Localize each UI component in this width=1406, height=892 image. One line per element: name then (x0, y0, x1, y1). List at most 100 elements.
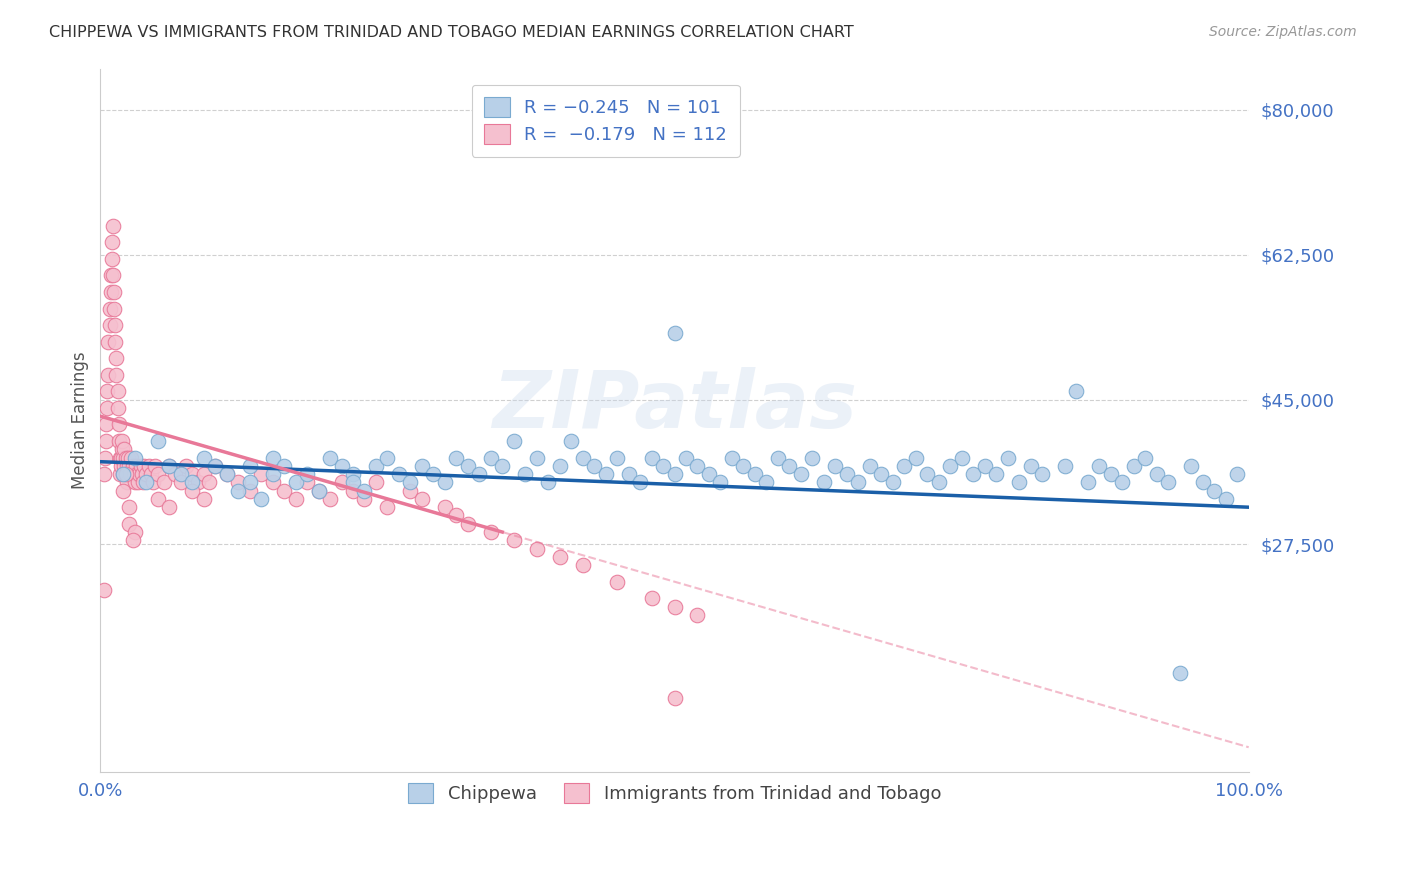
Point (686, 607, 709, 622)
Point (198, 475, 221, 490)
Point (1157, 475, 1180, 490)
Point (111, 434, 134, 448)
Point (377, 450, 399, 465)
Point (859, 458, 882, 473)
Point (640, 450, 662, 465)
Point (108, 467, 131, 482)
Point (571, 450, 593, 465)
Point (103, 285, 125, 299)
Point (308, 483, 330, 498)
Point (813, 475, 835, 490)
Point (1204, 483, 1226, 498)
Point (239, 458, 262, 473)
Point (628, 475, 651, 490)
Point (127, 475, 149, 490)
Point (537, 475, 560, 490)
Legend: Chippewa, Immigrants from Trinidad and Tobago: Chippewa, Immigrants from Trinidad and T… (395, 771, 953, 816)
Point (118, 516, 141, 531)
Point (105, 351, 128, 366)
Point (135, 475, 157, 490)
Point (114, 450, 136, 465)
Point (295, 475, 318, 490)
Point (1031, 467, 1053, 482)
Point (98, 301, 121, 316)
Point (342, 467, 364, 482)
Point (98, 318, 121, 332)
Point (145, 458, 167, 473)
Point (606, 574, 628, 589)
Point (121, 533, 143, 548)
Point (560, 434, 582, 448)
Point (129, 458, 152, 473)
Point (526, 541, 548, 556)
Point (262, 450, 284, 465)
Point (766, 450, 789, 465)
Point (870, 467, 893, 482)
Point (111, 442, 134, 457)
Point (664, 326, 686, 341)
Point (118, 458, 141, 473)
Point (526, 450, 548, 465)
Point (1053, 458, 1076, 473)
Point (744, 467, 766, 482)
Point (1111, 475, 1133, 490)
Point (583, 458, 606, 473)
Point (915, 467, 938, 482)
Point (353, 483, 375, 498)
Point (107, 417, 129, 432)
Point (115, 458, 138, 473)
Point (446, 450, 468, 465)
Point (446, 508, 468, 523)
Point (112, 450, 135, 465)
Point (308, 483, 330, 498)
Point (330, 458, 353, 473)
Point (997, 450, 1019, 465)
Point (163, 467, 186, 482)
Point (114, 467, 136, 482)
Point (353, 491, 375, 506)
Point (96, 384, 118, 399)
Point (491, 458, 513, 473)
Point (893, 458, 915, 473)
Point (132, 475, 155, 490)
Point (721, 450, 744, 465)
Point (973, 458, 995, 473)
Point (1066, 384, 1088, 399)
Point (1215, 491, 1237, 506)
Point (112, 467, 135, 482)
Point (124, 475, 146, 490)
Point (364, 458, 387, 473)
Point (950, 450, 973, 465)
Point (664, 599, 686, 614)
Point (100, 285, 122, 299)
Point (226, 475, 249, 490)
Point (101, 252, 124, 266)
Point (114, 442, 136, 457)
Point (1191, 475, 1213, 490)
Point (226, 483, 249, 498)
Point (502, 434, 524, 448)
Point (433, 500, 456, 515)
Point (128, 467, 150, 482)
Point (928, 475, 950, 490)
Point (103, 301, 125, 316)
Point (146, 491, 169, 506)
Point (939, 458, 962, 473)
Point (697, 467, 720, 482)
Point (114, 458, 136, 473)
Point (1226, 467, 1249, 482)
Point (377, 500, 399, 515)
Point (193, 491, 215, 506)
Point (117, 450, 139, 465)
Point (319, 450, 342, 465)
Point (548, 549, 571, 564)
Point (124, 524, 146, 539)
Point (204, 458, 226, 473)
Point (121, 458, 143, 473)
Point (342, 475, 364, 490)
Point (96, 401, 118, 415)
Point (100, 268, 122, 283)
Point (411, 491, 433, 506)
Point (284, 475, 307, 490)
Point (250, 491, 273, 506)
